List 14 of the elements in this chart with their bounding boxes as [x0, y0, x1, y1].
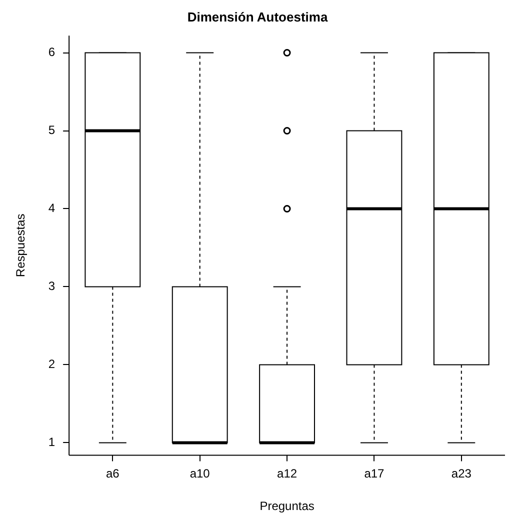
y-tick-label: 2 — [48, 357, 56, 372]
x-tick-label: a17 — [364, 466, 385, 481]
x-tick-label: a6 — [106, 466, 120, 481]
x-tick-label: a10 — [190, 466, 210, 481]
y-tick-label: 3 — [48, 279, 56, 294]
x-tick-label: a12 — [277, 466, 298, 481]
chart-title: Dimensión Autoestima — [187, 9, 328, 24]
y-tick-label: 6 — [48, 45, 56, 60]
y-tick-label: 1 — [48, 435, 56, 450]
x-tick-label: a23 — [451, 466, 472, 481]
y-tick-label: 4 — [48, 201, 56, 216]
y-axis-title: Respuestas — [14, 214, 28, 278]
x-axis-title: Preguntas — [260, 499, 314, 514]
y-tick-label: 5 — [48, 123, 56, 138]
